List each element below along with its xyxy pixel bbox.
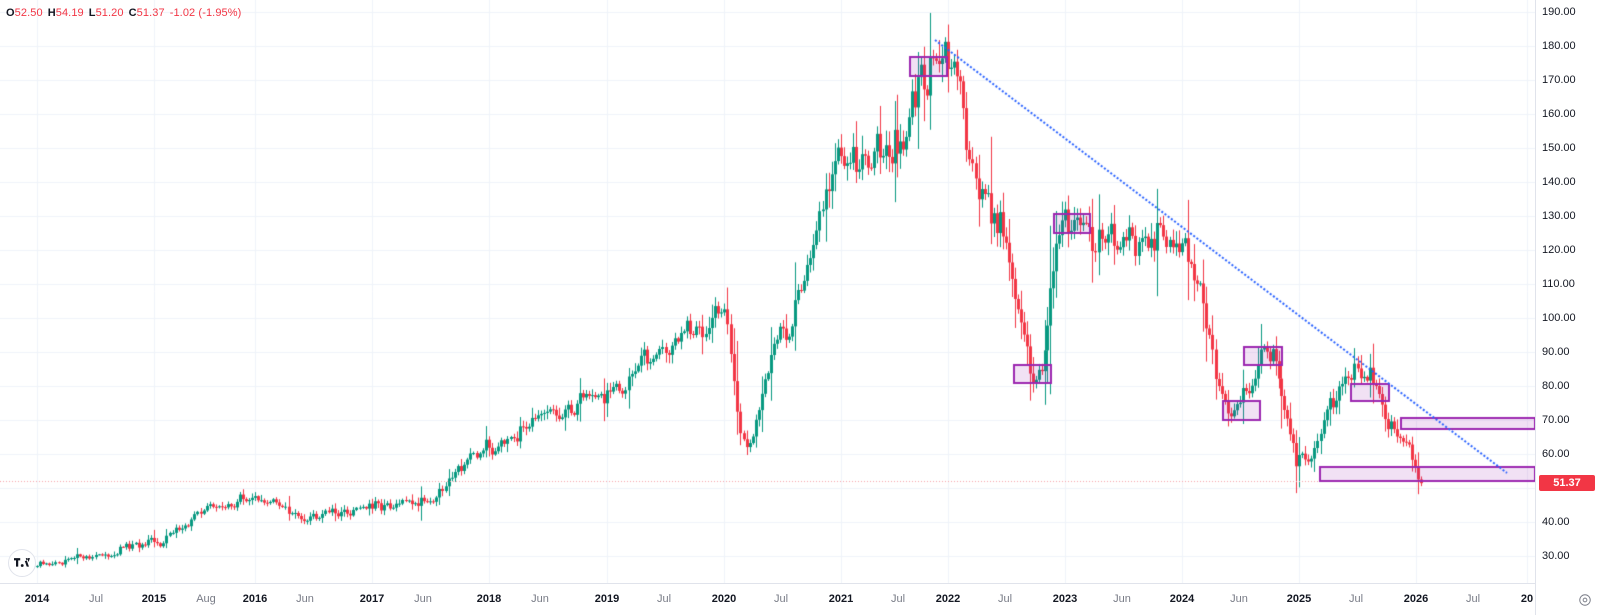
time-tick: Jun (1113, 593, 1131, 605)
low-value: 51.20 (95, 7, 124, 19)
time-tick: 2024 (1169, 593, 1195, 605)
price-tick: 190.00 (1542, 5, 1576, 18)
time-tick: 2018 (476, 593, 502, 605)
price-tick: 60.00 (1542, 447, 1570, 460)
time-tick: 2025 (1286, 593, 1312, 605)
time-scale[interactable]: 2014 Jul 2015 Aug 2016 Jun 2017 Jun 2018 Jun 2019 J… (0, 583, 1600, 615)
open-value: 52.50 (14, 7, 43, 19)
price-tick: 90.00 (1542, 345, 1570, 358)
price-tick: 110.00 (1542, 277, 1575, 290)
time-tick: 2016 (242, 593, 268, 605)
time-tick: Jul (656, 593, 672, 605)
price-tick: 100.00 (1542, 311, 1576, 324)
price-tick: 140.00 (1542, 175, 1576, 188)
price-tick: 70.00 (1542, 413, 1570, 426)
time-tick: Jul (1348, 593, 1364, 605)
time-tick: 2020 (711, 593, 737, 605)
time-tick: Jun (531, 593, 549, 605)
change-value: -1.02 (-1.95%) (169, 7, 242, 19)
price-tick: 150.00 (1542, 141, 1576, 154)
time-tick: Jun (414, 593, 432, 605)
time-tick: Jul (1465, 593, 1481, 605)
time-tick: 2023 (1052, 593, 1078, 605)
scale-corner (1535, 583, 1600, 615)
price-tick: 80.00 (1542, 379, 1570, 392)
time-tick: Jul (773, 593, 789, 605)
price-tick: 40.00 (1542, 515, 1570, 528)
time-tick: 2021 (828, 593, 854, 605)
time-tick: 2019 (594, 593, 620, 605)
time-tick: 2014 (24, 593, 50, 605)
high-value: 54.19 (55, 7, 84, 19)
current-price-badge: 51.37 (1539, 475, 1595, 492)
time-tick: Jul (88, 593, 104, 605)
price-tick: 180.00 (1542, 39, 1576, 52)
time-tick: 2015 (141, 593, 167, 605)
price-tick: 30.00 (1542, 549, 1570, 562)
time-tick: 2022 (935, 593, 961, 605)
time-tick: Jul (890, 593, 906, 605)
close-label: C (128, 7, 137, 19)
price-tick: 160.00 (1542, 107, 1576, 120)
time-tick: 20 (1520, 593, 1534, 605)
gear-icon[interactable] (1576, 591, 1594, 609)
time-tick: 2026 (1403, 593, 1429, 605)
price-tick: 120.00 (1542, 243, 1576, 256)
low-label: L (88, 7, 96, 19)
time-tick: Jul (997, 593, 1013, 605)
open-label: O (6, 7, 15, 19)
price-scale[interactable]: 190.00 180.00 170.00 160.00 150.00 140.00 130.… (1535, 0, 1600, 583)
ohlc-legend: O52.50 H54.19 L51.20 C51.37 -1.02 (-1.95%) (6, 6, 241, 20)
time-tick: Jun (296, 593, 314, 605)
tradingview-logo (8, 549, 36, 577)
price-tick: 170.00 (1542, 73, 1576, 86)
price-tick: 130.00 (1542, 209, 1576, 222)
close-value: 51.37 (136, 7, 165, 19)
time-tick: Aug (196, 593, 216, 605)
high-label: H (47, 7, 56, 19)
time-tick: Jun (1230, 593, 1248, 605)
time-tick: 2017 (359, 593, 385, 605)
